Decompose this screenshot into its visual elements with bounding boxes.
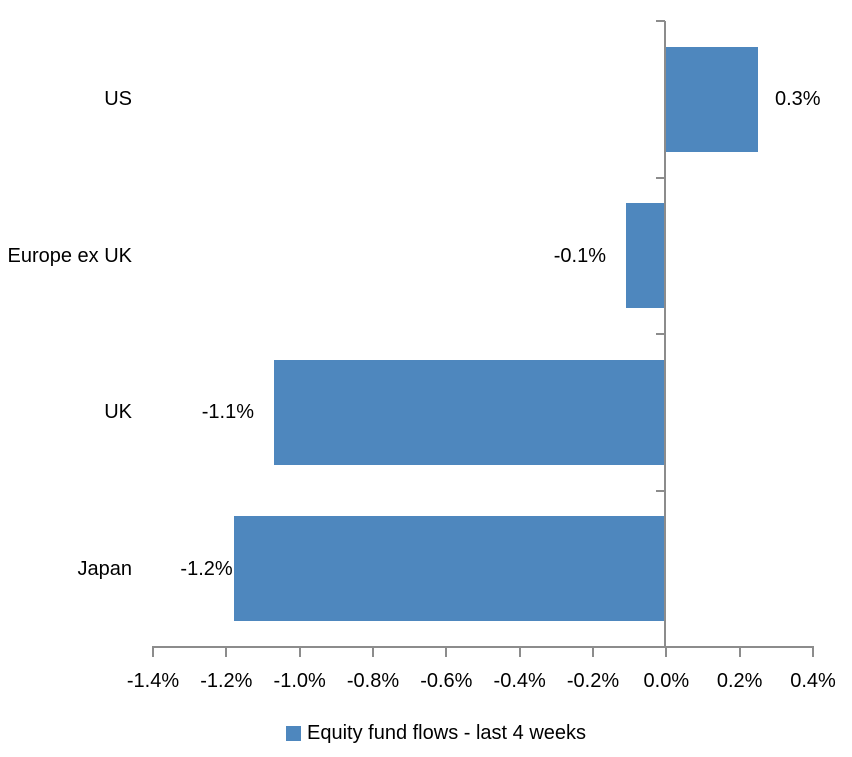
x-axis-tick bbox=[152, 648, 154, 657]
x-axis-tick bbox=[225, 648, 228, 657]
y-axis-tick bbox=[656, 333, 665, 335]
x-tick-label: 0.2% bbox=[716, 670, 763, 692]
data-label-japan: -1.2% bbox=[180, 557, 233, 580]
category-label-uk: UK bbox=[104, 401, 132, 424]
x-axis-tick bbox=[298, 648, 301, 657]
y-axis-line bbox=[664, 21, 666, 647]
x-tick-label: -0.4% bbox=[493, 670, 546, 692]
x-tick-label: 0.0% bbox=[643, 670, 690, 692]
x-axis-tick bbox=[665, 648, 668, 657]
y-axis-tick bbox=[656, 489, 665, 492]
category-label-europe-ex-uk: Europe ex UK bbox=[7, 244, 132, 267]
legend: Equity fund flows - last 4 weeks bbox=[286, 720, 586, 747]
x-tick-label: -1.2% bbox=[200, 670, 253, 692]
y-axis-tick bbox=[656, 20, 665, 22]
x-axis-tick bbox=[445, 648, 448, 657]
x-axis-tick bbox=[592, 648, 594, 657]
category-label-japan: Japan bbox=[77, 557, 133, 580]
x-tick-label: -0.6% bbox=[420, 670, 473, 692]
legend-label: Equity fund flows - last 4 weeks bbox=[307, 722, 587, 744]
x-tick-label: -0.8% bbox=[346, 670, 400, 692]
x-tick-label: 0.4% bbox=[790, 670, 836, 692]
x-axis-tick bbox=[372, 648, 374, 657]
data-label-us: 0.3% bbox=[775, 88, 821, 111]
x-tick-label: -0.2% bbox=[566, 670, 620, 692]
bar-us bbox=[666, 46, 758, 152]
bar-japan bbox=[233, 516, 667, 622]
x-tick-label: -1.0% bbox=[273, 670, 326, 692]
x-tick-label: -1.4% bbox=[126, 670, 180, 692]
x-axis-tick bbox=[518, 648, 521, 657]
x-axis-line bbox=[152, 646, 814, 648]
data-label-uk: -1.1% bbox=[201, 401, 254, 424]
x-axis-tick bbox=[738, 648, 741, 657]
x-axis-tick bbox=[812, 648, 814, 657]
legend-swatch-icon bbox=[286, 726, 301, 741]
bar-europe-ex-uk bbox=[626, 203, 667, 309]
y-axis-tick bbox=[656, 176, 665, 179]
data-label-europe-ex-uk: -0.1% bbox=[553, 244, 606, 267]
bar-uk bbox=[274, 359, 667, 465]
category-label-us: US bbox=[104, 88, 132, 111]
